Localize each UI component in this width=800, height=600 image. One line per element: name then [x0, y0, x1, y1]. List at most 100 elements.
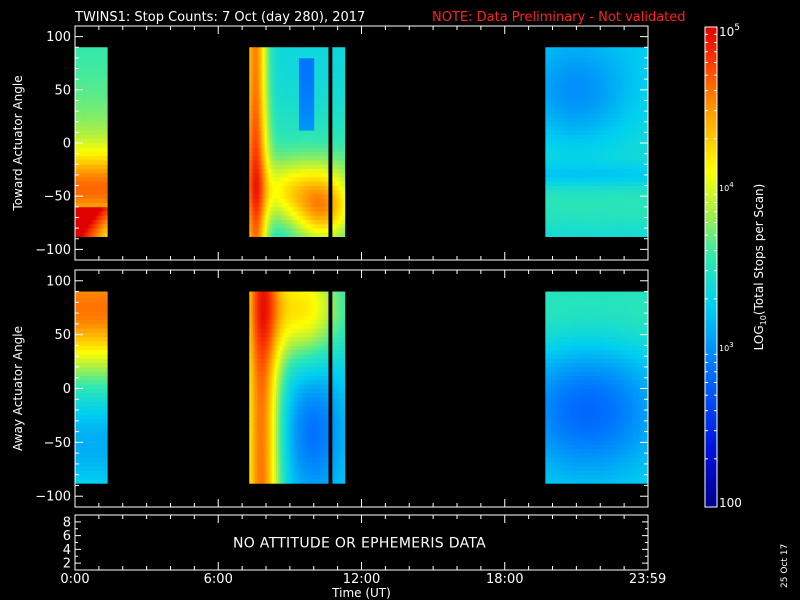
heatmap-cell: [623, 53, 626, 59]
heatmap-cell: [293, 198, 296, 203]
heatmap-cell: [255, 83, 258, 89]
heatmap-cell: [562, 189, 565, 195]
heatmap-cell: [336, 83, 339, 89]
heatmap-cell: [253, 79, 256, 84]
heatmap-cell: [316, 83, 319, 89]
heatmap-cell: [92, 194, 95, 199]
heatmap-cell: [88, 232, 91, 237]
heatmap-cell: [612, 143, 615, 148]
heatmap-cell: [300, 62, 304, 67]
heatmap-cell: [336, 104, 339, 110]
heatmap-cell: [570, 202, 573, 208]
heatmap-cell: [343, 104, 346, 110]
heatmap-cell: [298, 143, 302, 148]
heatmap-cell: [570, 121, 573, 127]
heatmap-cell: [260, 168, 264, 174]
heatmap-cell: [564, 185, 567, 191]
heatmap-cell: [566, 138, 569, 144]
heatmap-cell: [617, 194, 621, 199]
heatmap-cell: [287, 147, 290, 152]
heatmap-cell: [606, 91, 609, 97]
heatmap-cell: [323, 79, 327, 84]
heatmap-cell: [583, 202, 586, 208]
heatmap-cell: [610, 91, 613, 97]
heatmap-cell: [92, 143, 95, 148]
heatmap-cell: [258, 49, 262, 55]
heatmap-cell: [343, 177, 346, 182]
heatmap-cell: [300, 117, 304, 123]
heatmap-cell: [600, 198, 604, 203]
heatmap-cell: [80, 57, 84, 63]
heatmap-cell: [314, 211, 317, 216]
heatmap-cell: [285, 223, 288, 229]
heatmap-cell: [596, 147, 600, 152]
heatmap-cell: [323, 211, 327, 216]
heatmap-cell: [627, 113, 630, 118]
heatmap-cell: [251, 172, 254, 178]
heatmap-cell: [256, 49, 260, 55]
heatmap-cell: [281, 219, 285, 225]
heatmap-cell: [316, 74, 319, 80]
heatmap-cell: [249, 155, 252, 161]
heatmap-cell: [325, 143, 328, 148]
heatmap-cell: [314, 206, 317, 212]
heatmap-cell: [625, 232, 628, 237]
heatmap-cell: [610, 121, 613, 127]
heatmap-cell: [621, 130, 625, 135]
heatmap-cell: [272, 147, 275, 152]
heatmap-cell: [101, 215, 105, 220]
heatmap-cell: [99, 160, 103, 165]
heatmap-cell: [562, 66, 565, 72]
heatmap-cell: [585, 49, 588, 55]
heatmap-cell: [308, 160, 311, 165]
heatmap-cell: [552, 143, 556, 148]
heatmap-cell: [105, 151, 108, 157]
heatmap-cell: [566, 232, 569, 237]
heatmap-cell: [283, 185, 286, 191]
heatmap-cell: [341, 117, 345, 123]
heatmap-cell: [293, 66, 296, 72]
heatmap-cell: [285, 168, 288, 174]
heatmap-cell: [596, 202, 600, 208]
heatmap-cell: [297, 87, 300, 93]
heatmap-cell: [602, 49, 605, 55]
heatmap-cell: [76, 219, 80, 225]
heatmap-cell: [297, 125, 300, 131]
heatmap-cell: [86, 147, 89, 152]
heatmap-cell: [78, 130, 82, 135]
heatmap-cell: [99, 228, 103, 233]
heatmap-cell: [298, 189, 302, 195]
heatmap-cell: [249, 164, 252, 169]
heatmap-cell: [334, 143, 337, 148]
heatmap-cell: [88, 189, 91, 195]
heatmap-cell: [585, 232, 588, 237]
heatmap-cell: [606, 151, 609, 157]
heatmap-cell: [623, 62, 626, 67]
heatmap-cell: [596, 62, 600, 67]
heatmap-cell: [319, 62, 323, 67]
heatmap-cell: [298, 138, 302, 144]
heatmap-cell: [279, 113, 283, 118]
heatmap-cell: [75, 57, 78, 63]
heatmap-cell: [558, 194, 562, 199]
heatmap-cell: [289, 172, 292, 178]
heatmap-cell: [279, 219, 283, 225]
heatmap-cell: [623, 223, 626, 229]
heatmap-cell: [340, 113, 343, 118]
heatmap-cell: [306, 104, 309, 110]
heatmap-cell: [612, 62, 615, 67]
heatmap-cell: [97, 181, 101, 186]
heatmap-cell: [283, 164, 286, 169]
heatmap-cell: [591, 53, 594, 59]
heatmap-cell: [84, 57, 87, 63]
heatmap-cell: [291, 202, 294, 208]
heatmap-cell: [552, 151, 556, 157]
heatmap-cell: [314, 130, 317, 135]
heatmap-cell: [549, 202, 552, 208]
heatmap-cell: [90, 164, 93, 169]
heatmap-cell: [596, 66, 600, 72]
heatmap-cell: [552, 164, 556, 169]
heatmap-cell: [343, 147, 346, 152]
heatmap-cell: [103, 189, 106, 195]
heatmap-cell: [560, 83, 563, 89]
